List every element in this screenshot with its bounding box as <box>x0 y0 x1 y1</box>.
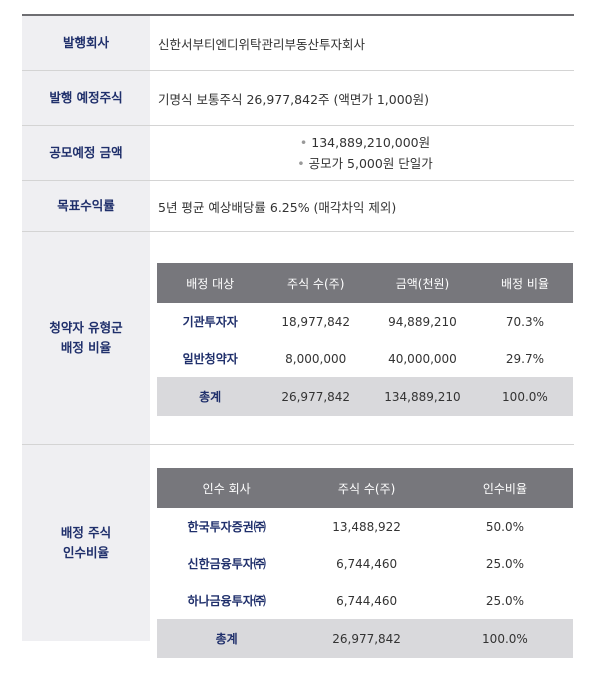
allocation-amount-cell: 94,889,210 <box>388 314 457 329</box>
underwriter-shares-cell: 6,744,460 <box>336 593 398 608</box>
offering-amount-text: 134,889,210,000원 <box>311 135 431 150</box>
underwriting-table: 인수 회사 주식 수(주) 인수비율 한국투자증권㈜ 13,488,922 50… <box>157 468 573 658</box>
underwriting-header-shares: 주식 수(주) <box>296 468 437 508</box>
allocation-label: 청약자 유형군 배정 비율 <box>22 232 150 444</box>
underwriter-ratio-cell: 25.0% <box>485 593 524 608</box>
underwriter-ratio-cell: 50.0% <box>485 519 524 534</box>
allocation-header-ratio: 배정 비율 <box>476 263 573 303</box>
underwriter-name-cell: 신한금융투자㈜ <box>187 557 266 571</box>
allocation-header-shares: 주식 수(주) <box>263 263 369 303</box>
underwriter-name-cell: 하나금융투자㈜ <box>187 594 266 608</box>
allocation-row: 청약자 유형군 배정 비율 배정 대상 주식 수(주) 금액(천원) 배정 비율… <box>22 232 574 445</box>
allocation-header-target: 배정 대상 <box>157 263 264 303</box>
target-yield-value: 5년 평균 예상배당률 6.25% (매각차익 제외) <box>158 199 397 215</box>
underwriting-header-row: 인수 회사 주식 수(주) 인수비율 <box>157 468 573 508</box>
allocation-total-ratio: 100.0% <box>476 377 573 416</box>
allocation-total-label: 총계 <box>157 377 264 416</box>
issuer-value: 신한서부티엔디위탁관리부동산투자회사 <box>158 36 366 52</box>
allocation-shares-cell: 8,000,000 <box>285 351 347 366</box>
shares-value: 기명식 보통주식 26,977,842주 (액면가 1,000원) <box>158 91 430 107</box>
allocation-total-shares: 26,977,842 <box>263 377 369 416</box>
allocation-table-wrap: 배정 대상 주식 수(주) 금액(천원) 배정 비율 기관투자자 18,977,… <box>150 232 574 416</box>
bullet-dot-icon: • <box>297 156 305 171</box>
shares-row: 발행 예정주식 기명식 보통주식 26,977,842주 (액면가 1,000원… <box>22 71 574 126</box>
underwriting-total-row: 총계 26,977,842 100.0% <box>157 619 573 658</box>
underwriting-total-ratio: 100.0% <box>436 619 573 658</box>
underwriting-label: 배정 주식 인수비율 <box>22 445 150 641</box>
allocation-shares-cell: 18,977,842 <box>281 314 351 329</box>
allocation-total-amount: 134,889,210 <box>368 377 477 416</box>
underwriting-row: 배정 주식 인수비율 인수 회사 주식 수(주) 인수비율 한국투자증권㈜ 13… <box>22 445 574 658</box>
underwriting-header-ratio: 인수비율 <box>436 468 573 508</box>
allocation-ratio-cell: 29.7% <box>505 351 544 366</box>
offering-amount-values: • 134,889,210,000원 • 공모가 5,000원 단일가 <box>150 126 574 180</box>
allocation-label-line1: 청약자 유형군 <box>49 320 123 335</box>
table-row: 일반청약자 8,000,000 40,000,000 29.7% <box>157 340 573 377</box>
underwriting-label-line1: 배정 주식 <box>60 525 112 540</box>
allocation-target-cell: 기관투자자 <box>182 315 238 329</box>
shares-label: 발행 예정주식 <box>22 71 150 125</box>
allocation-table: 배정 대상 주식 수(주) 금액(천원) 배정 비율 기관투자자 18,977,… <box>157 263 573 416</box>
offering-price-bullet: • 공모가 5,000원 단일가 <box>297 156 433 171</box>
table-row: 한국투자증권㈜ 13,488,922 50.0% <box>157 508 573 545</box>
underwriter-name-cell: 한국투자증권㈜ <box>187 520 266 534</box>
allocation-header-amount: 금액(천원) <box>368 263 477 303</box>
allocation-target-cell: 일반청약자 <box>182 352 238 366</box>
allocation-ratio-cell: 70.3% <box>505 314 544 329</box>
underwriting-table-wrap: 인수 회사 주식 수(주) 인수비율 한국투자증권㈜ 13,488,922 50… <box>150 445 574 658</box>
offering-price-text: 공모가 5,000원 단일가 <box>308 156 433 171</box>
underwriting-label-line2: 인수비율 <box>62 545 109 560</box>
allocation-header-row: 배정 대상 주식 수(주) 금액(천원) 배정 비율 <box>157 263 573 303</box>
bullet-dot-icon: • <box>299 135 308 150</box>
underwriting-total-shares: 26,977,842 <box>296 619 437 658</box>
allocation-label-line2: 배정 비율 <box>60 340 112 355</box>
underwriter-shares-cell: 6,744,460 <box>336 556 398 571</box>
allocation-amount-cell: 40,000,000 <box>388 351 457 366</box>
offering-amount-label: 공모예정 금액 <box>22 126 150 180</box>
target-yield-label: 목표수익률 <box>22 181 150 231</box>
issuer-label: 발행회사 <box>22 16 150 70</box>
issuer-row: 발행회사 신한서부티엔디위탁관리부동산투자회사 <box>22 14 574 71</box>
offering-amount-bullet: • 134,889,210,000원 <box>300 135 430 150</box>
table-row: 하나금융투자㈜ 6,744,460 25.0% <box>157 582 573 619</box>
allocation-total-row: 총계 26,977,842 134,889,210 100.0% <box>157 377 573 416</box>
offering-summary-sheet: 발행회사 신한서부티엔디위탁관리부동산투자회사 발행 예정주식 기명식 보통주식… <box>22 14 574 658</box>
table-row: 기관투자자 18,977,842 94,889,210 70.3% <box>157 303 573 340</box>
underwriter-ratio-cell: 25.0% <box>485 556 524 571</box>
table-row: 신한금융투자㈜ 6,744,460 25.0% <box>157 545 573 582</box>
underwriting-header-company: 인수 회사 <box>157 468 297 508</box>
underwriting-total-label: 총계 <box>157 619 297 658</box>
offering-amount-row: 공모예정 금액 • 134,889,210,000원 • 공모가 5,000원 단일… <box>22 126 574 181</box>
target-yield-row: 목표수익률 5년 평균 예상배당률 6.25% (매각차익 제외) <box>22 181 574 232</box>
underwriter-shares-cell: 13,488,922 <box>332 519 401 534</box>
